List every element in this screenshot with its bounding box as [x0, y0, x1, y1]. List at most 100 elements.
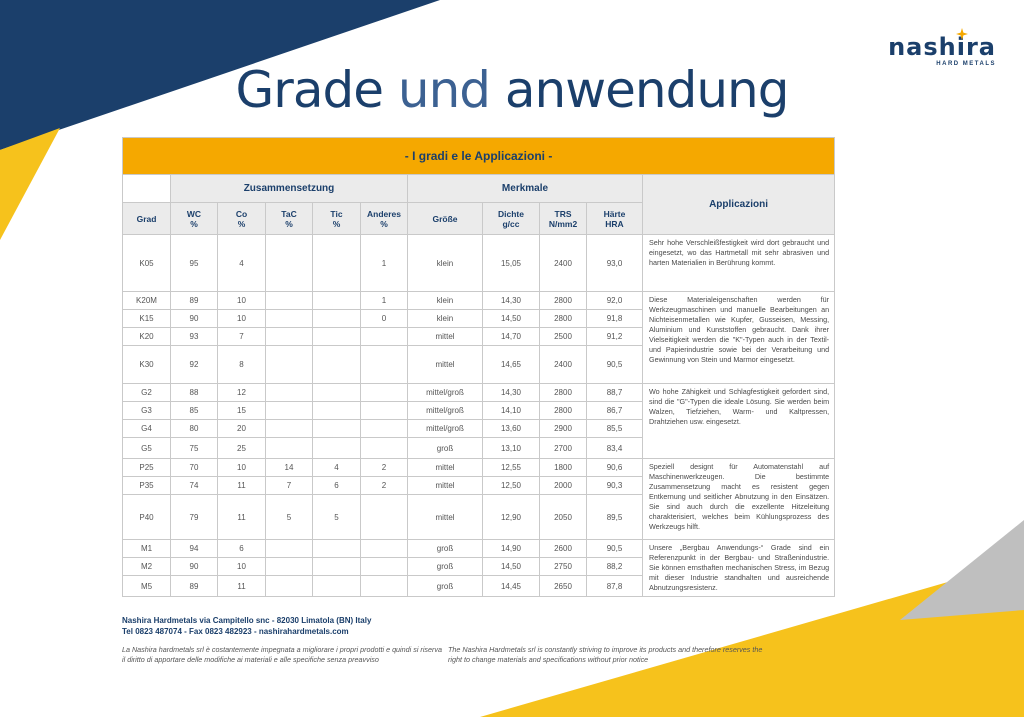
table-cell: 0	[360, 309, 408, 328]
table-cell: M5	[122, 575, 171, 597]
table-row: M1 94 6 groß 14,90 2600 90,5 Unsere „Bergbau A…	[122, 539, 836, 597]
table-row: K30 92 8 mittel 14,65 2400 90,5	[122, 345, 835, 384]
table-cell: 11	[217, 494, 266, 540]
table-cell: 25	[217, 437, 266, 459]
table-cell: 10	[217, 309, 266, 328]
table-cell: klein	[407, 309, 483, 328]
table-row: M2 90 10 groß 14,50 2750 88,2	[122, 557, 835, 576]
title-part-1: Grade	[235, 61, 384, 119]
table-cell: 2500	[539, 327, 587, 346]
table-cell: 14,90	[482, 539, 540, 558]
table-cell: mittel	[407, 458, 483, 477]
table-cell	[265, 327, 313, 346]
table-cell: 87,8	[586, 575, 643, 597]
table-cell: 4	[312, 458, 361, 477]
table-row: P25 70 10 14 4 2 mittel 12,55 1800 90,6 Speziell …	[122, 458, 836, 540]
table-cell: 91,8	[586, 309, 643, 328]
table-cell: 88	[170, 383, 218, 402]
page-title: Grade und anwendung	[0, 58, 1024, 122]
brand-logo: nashira HARD METALS	[888, 28, 996, 67]
table-cell: 14,50	[482, 309, 540, 328]
table-cell: 89	[170, 575, 218, 597]
table-cell: mittel/groß	[407, 383, 483, 402]
application-p-group: Speziell designt für Automatenstahl auf …	[641, 458, 836, 540]
table-cell: 15,05	[482, 234, 540, 292]
table-cell	[312, 327, 361, 346]
table-cell	[312, 309, 361, 328]
table-cell: 2	[360, 476, 408, 495]
table-cell: 2750	[539, 557, 587, 576]
header-other: Anderes%	[360, 202, 408, 235]
table-cell	[360, 575, 408, 597]
table-cell	[312, 419, 361, 438]
table-cell: 14	[265, 458, 313, 477]
table-cell	[360, 539, 408, 558]
table-cell: P25	[122, 458, 171, 477]
table-row: K20M 89 10 1 klein 14,30 2800 92,0 Diese Materi…	[122, 291, 836, 384]
table-cell: groß	[407, 539, 483, 558]
table-cell: G3	[122, 401, 171, 420]
table-cell: 74	[170, 476, 218, 495]
group-composition: Zusammensetzung	[170, 174, 408, 203]
table-cell: 90,5	[586, 345, 643, 384]
table-cell: 12	[217, 383, 266, 402]
footer-note-italian: La Nashira hardmetals srl è costantement…	[122, 645, 442, 664]
header-density: Dichte g/cc	[482, 202, 540, 235]
table-cell: 14,70	[482, 327, 540, 346]
table-cell: 89,5	[586, 494, 643, 540]
table-cell: mittel	[407, 494, 483, 540]
table-banner: - I gradi e le Applicazioni -	[121, 137, 836, 175]
table-cell	[360, 345, 408, 384]
table-cell	[312, 539, 361, 558]
table-cell: G4	[122, 419, 171, 438]
application-k-group: Diese Materialeigenschaften werden für W…	[641, 291, 836, 384]
table-cell: 4	[217, 234, 266, 292]
table-cell: 12,55	[482, 458, 540, 477]
table-cell: 80	[170, 419, 218, 438]
table-cell: K20M	[122, 291, 171, 310]
table-cell	[360, 437, 408, 459]
table-row: G5 75 25 groß 13,10 2700 83,4	[122, 437, 835, 459]
table-cell: G2	[122, 383, 171, 402]
table-cell: 7	[217, 327, 266, 346]
table-cell: 6	[312, 476, 361, 495]
table-cell: mittel	[407, 476, 483, 495]
table-cell	[312, 383, 361, 402]
table-cell: 10	[217, 458, 266, 477]
table-cell: 2800	[539, 383, 587, 402]
header-co: Co%	[217, 202, 266, 235]
table-cell: 94	[170, 539, 218, 558]
table-cell: 14,30	[482, 291, 540, 310]
table-row: G2 88 12 mittel/groß 14,30 2800 88,7 Wo hohe Z…	[122, 383, 836, 459]
footer-contact[interactable]: Tel 0823 487074 - Fax 0823 482923 - nash…	[122, 627, 349, 636]
table-cell: 92	[170, 345, 218, 384]
table-cell: K05	[122, 234, 171, 292]
table-cell: 88,7	[586, 383, 643, 402]
header-tac: TaC%	[265, 202, 313, 235]
table-cell: K30	[122, 345, 171, 384]
table-cell: 2650	[539, 575, 587, 597]
table-row: G4 80 20 mittel/groß 13,60 2900 85,5	[122, 419, 835, 438]
table-cell: klein	[407, 291, 483, 310]
table-cell: 89	[170, 291, 218, 310]
table-cell	[360, 494, 408, 540]
header-size: Größe	[407, 202, 483, 235]
table-cell	[312, 291, 361, 310]
table-cell: P35	[122, 476, 171, 495]
table-cell: 70	[170, 458, 218, 477]
brand-tagline: HARD METALS	[936, 61, 996, 67]
table-cell: 2800	[539, 401, 587, 420]
table-cell: 5	[265, 494, 313, 540]
table-cell: 95	[170, 234, 218, 292]
table-cell: P40	[122, 494, 171, 540]
table-cell: 90	[170, 309, 218, 328]
table-cell	[265, 291, 313, 310]
table-cell: mittel	[407, 327, 483, 346]
table-cell: 2050	[539, 494, 587, 540]
table-cell: 1	[360, 234, 408, 292]
table-cell	[360, 401, 408, 420]
table-cell	[312, 437, 361, 459]
table-cell: M2	[122, 557, 171, 576]
table-cell	[312, 234, 361, 292]
table-row: M5 89 11 groß 14,45 2650 87,8	[122, 575, 835, 597]
